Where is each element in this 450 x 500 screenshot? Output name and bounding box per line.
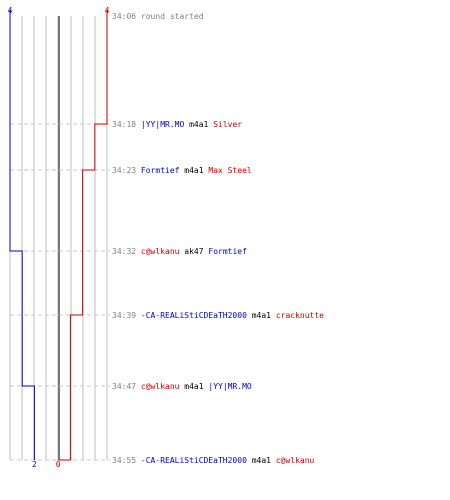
grid-layer [9,16,108,460]
event-row: 34:23 Formtief m4a1 Max Steel [112,166,252,175]
event-row: 34:39 -CA-REALiStiCDEaTH2000 m4a1 crackn… [112,311,324,320]
event-time: 34:32 [112,247,136,256]
event-weapon: m4a1 [184,166,203,175]
event-killer: c@wlkanu [141,247,180,256]
event-row: 34:55 -CA-REALiStiCDEaTH2000 m4a1 c@wlka… [112,456,315,465]
event-victim: Silver [213,120,242,129]
event-time: 34:06 [112,12,136,21]
event-time: 34:18 [112,120,136,129]
event-time: 34:23 [112,166,136,175]
event-killer: c@wlkanu [141,382,180,391]
event-victim: c@wlkanu [276,456,315,465]
event-victim: Max Steel [208,166,252,175]
event-time: 34:55 [112,456,136,465]
tick-label-red-final: 0 [56,460,61,469]
event-killer: |YY|MR.MO [141,120,185,129]
event-victim: cracknutte [276,311,324,320]
series-layer [9,10,108,461]
event-time: 34:47 [112,382,136,391]
event-time: 34:39 [112,311,136,320]
event-row: 34:06 round started [112,12,204,21]
event-killer: -CA-REALiStiCDEaTH2000 [141,311,247,320]
tick-label-red-max: 4 [105,6,110,15]
event-list: 34:06 round started 34:18 |YY|MR.MO m4a1 … [112,12,324,465]
event-weapon: m4a1 [252,311,271,320]
event-row: 34:18 |YY|MR.MO m4a1 Silver [112,120,242,129]
series-line-blue [9,10,35,460]
event-killer: -CA-REALiStiCDEaTH2000 [141,456,247,465]
tick-label-blue-final: 2 [32,460,37,469]
event-weapon: m4a1 [189,120,208,129]
series-line-red [58,10,108,461]
event-victim: |YY|MR.MO [208,382,252,391]
event-killer: Formtief [141,166,180,175]
event-row: 34:32 c@wlkanu ak47 Formtief [112,247,247,256]
event-description: round started [141,12,204,21]
event-row: 34:47 c@wlkanu m4a1 |YY|MR.MO [112,382,252,391]
tick-label-blue-max: 4 [8,6,13,15]
event-weapon: m4a1 [184,382,203,391]
event-weapon: m4a1 [252,456,271,465]
labels-layer: 4 4 2 0 [8,6,110,469]
event-victim: Formtief [208,247,247,256]
event-weapon: ak47 [184,247,203,256]
